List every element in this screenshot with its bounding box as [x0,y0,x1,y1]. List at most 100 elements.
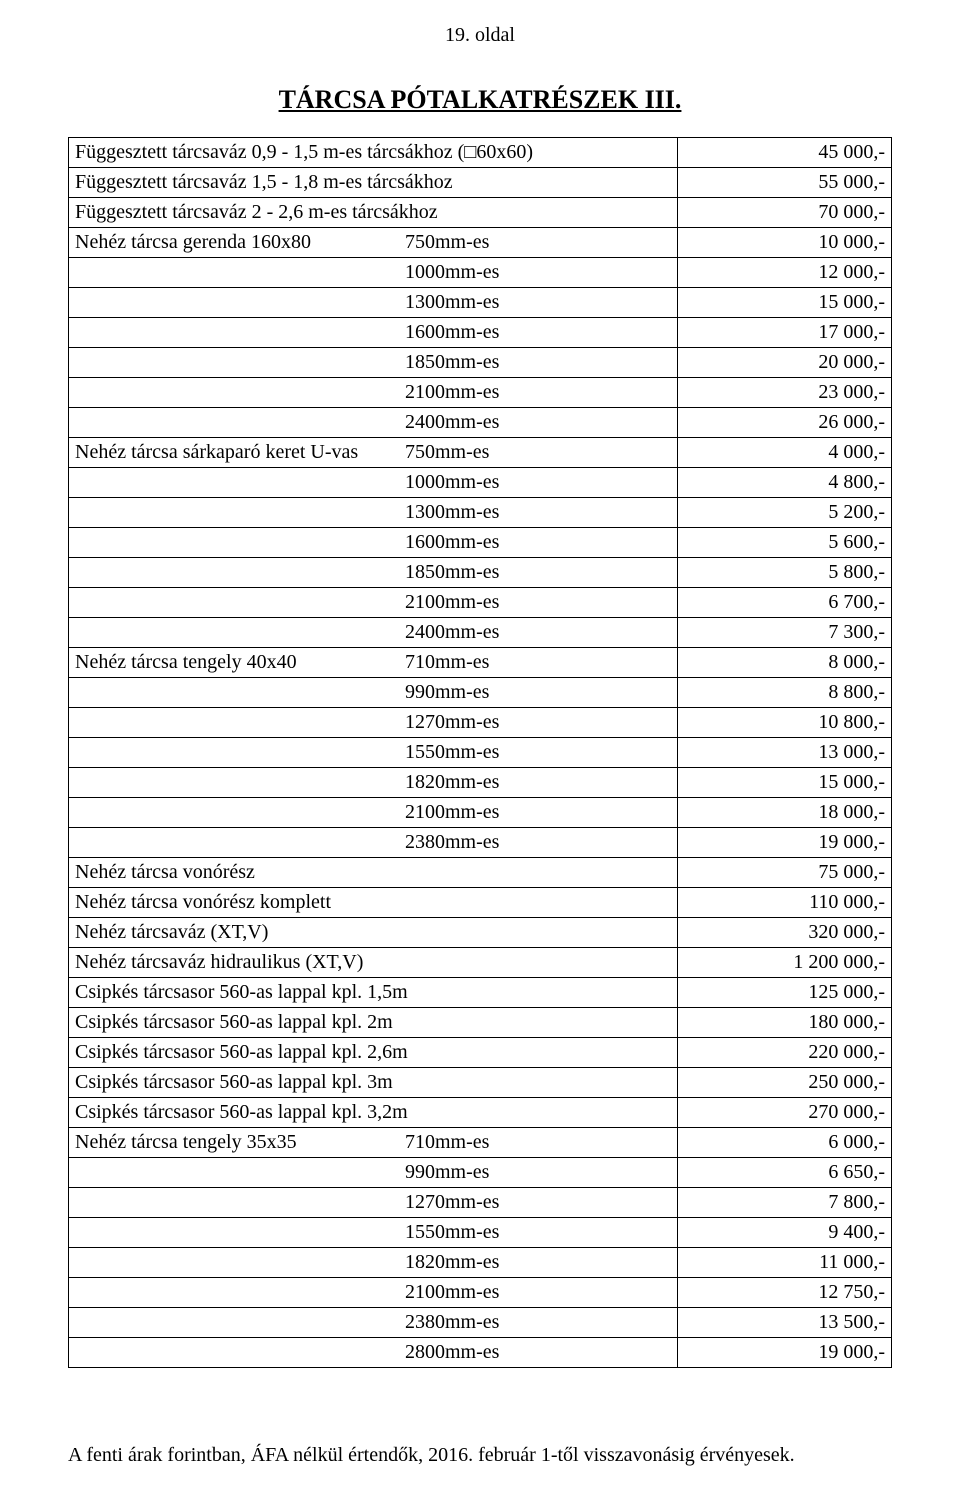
desc-cell: 2380mm-es [69,828,678,858]
desc-cell: 1820mm-es [69,768,678,798]
desc-cell: 1850mm-es [69,558,678,588]
desc-cell: Nehéz tárcsa vonórész komplett [69,888,678,918]
price-cell: 15 000,- [678,288,892,318]
price-cell: 220 000,- [678,1038,892,1068]
desc-cell: 990mm-es [69,1158,678,1188]
price-table-body: Függesztett tárcsaváz 0,9 - 1,5 m-es tár… [69,138,892,1368]
desc-spec: 1300mm-es [405,499,499,525]
desc-lead: Csipkés tárcsasor 560-as lappal kpl. 1,5… [75,979,408,1005]
price-cell: 5 800,- [678,558,892,588]
table-row: 1600mm-es 5 600,- [69,528,892,558]
desc-spec: 1550mm-es [405,739,499,765]
price-cell: 5 200,- [678,498,892,528]
desc-cell: 1270mm-es [69,1188,678,1218]
desc-cell: 2400mm-es [69,618,678,648]
table-row: Nehéz tárcsa sárkaparó keret U-vas750mm-… [69,438,892,468]
desc-spec: 1000mm-es [405,469,499,495]
table-row: 2380mm-es19 000,- [69,828,892,858]
price-cell: 17 000,- [678,318,892,348]
price-cell: 6 700,- [678,588,892,618]
table-row: Nehéz tárcsa gerenda 160x80750mm-es 10 00… [69,228,892,258]
price-cell: 19 000,- [678,828,892,858]
price-cell: 55 000,- [678,168,892,198]
table-row: 2800mm-es19 000,- [69,1338,892,1368]
desc-cell: Csipkés tárcsasor 560-as lappal kpl. 3m [69,1068,678,1098]
price-cell: 9 400,- [678,1218,892,1248]
price-cell: 20 000,- [678,348,892,378]
desc-spec: 1600mm-es [405,529,499,555]
desc-spec: 2400mm-es [405,409,499,435]
desc-cell: 2100mm-es [69,588,678,618]
desc-spec: 2100mm-es [405,799,499,825]
table-row: 1550mm-es13 000,- [69,738,892,768]
table-row: Nehéz tárcsa tengely 40x40710mm-es 8 000,… [69,648,892,678]
desc-spec: 1270mm-es [405,709,499,735]
table-row: Csipkés tárcsasor 560-as lappal kpl. 1,5… [69,978,892,1008]
table-row: Nehéz tárcsa tengely 35x35710mm-es6 000,… [69,1128,892,1158]
table-row: 1600mm-es17 000,- [69,318,892,348]
desc-lead: Nehéz tárcsa vonórész komplett [75,889,331,915]
table-row: 1300mm-es 5 200,- [69,498,892,528]
table-row: Függesztett tárcsaváz 0,9 - 1,5 m-es tár… [69,138,892,168]
table-row: 2100mm-es 12 750,- [69,1278,892,1308]
desc-cell: Csipkés tárcsasor 560-as lappal kpl. 2m [69,1008,678,1038]
table-row: Nehéz tárcsa vonórész75 000,- [69,858,892,888]
footer-note: A fenti árak forintban, ÁFA nélkül érten… [68,1444,795,1467]
price-cell: 13 500,- [678,1308,892,1338]
price-cell: 7 800,- [678,1188,892,1218]
price-cell: 250 000,- [678,1068,892,1098]
desc-lead: Nehéz tárcsa vonórész [75,859,255,885]
desc-cell: 1300mm-es [69,288,678,318]
desc-spec: 750mm-es [405,229,489,255]
price-cell: 5 600,- [678,528,892,558]
price-cell: 10 000,- [678,228,892,258]
price-cell: 8 800,- [678,678,892,708]
desc-lead: Nehéz tárcsa gerenda 160x80 [75,229,405,255]
price-cell: 12 750,- [678,1278,892,1308]
table-row: Nehéz tárcsa vonórész komplett 110 000,- [69,888,892,918]
desc-spec: 1300mm-es [405,289,499,315]
price-cell: 26 000,- [678,408,892,438]
table-row: 990mm-es 8 800,- [69,678,892,708]
desc-cell: 2800mm-es [69,1338,678,1368]
desc-spec: 2100mm-es [405,1279,499,1305]
table-row: 1000mm-es 12 000,- [69,258,892,288]
price-cell: 70 000,- [678,198,892,228]
price-cell: 12 000,- [678,258,892,288]
table-row: 1000mm-es4 800,- [69,468,892,498]
desc-spec: 2380mm-es [405,1309,499,1335]
price-cell: 23 000,- [678,378,892,408]
desc-cell: Nehéz tárcsa sárkaparó keret U-vas750mm-… [69,438,678,468]
desc-spec: 710mm-es [405,649,489,675]
desc-lead: Nehéz tárcsa tengely 40x40 [75,649,405,675]
desc-cell: Nehéz tárcsa tengely 35x35710mm-es [69,1128,678,1158]
desc-cell: 1000mm-es [69,468,678,498]
desc-cell: Függesztett tárcsaváz 2 - 2,6 m-es tárcs… [69,198,678,228]
desc-cell: 2100mm-es [69,1278,678,1308]
desc-spec: 1000mm-es [405,259,499,285]
price-table: Függesztett tárcsaváz 0,9 - 1,5 m-es tár… [68,137,892,1368]
desc-cell: Csipkés tárcsasor 560-as lappal kpl. 3,2… [69,1098,678,1128]
price-cell: 8 000,- [678,648,892,678]
desc-cell: 2100mm-es [69,798,678,828]
table-row: 2100mm-es23 000,- [69,378,892,408]
price-cell: 18 000,- [678,798,892,828]
table-row: 2100mm-es 18 000,- [69,798,892,828]
desc-lead: Függesztett tárcsaváz 0,9 - 1,5 m-es tár… [75,139,533,165]
desc-spec: 750mm-es [405,439,489,465]
table-row: Csipkés tárcsasor 560-as lappal kpl. 2m1… [69,1008,892,1038]
price-cell: 15 000,- [678,768,892,798]
price-cell: 110 000,- [678,888,892,918]
table-row: 1820mm-es 15 000,- [69,768,892,798]
desc-spec: 1820mm-es [405,769,499,795]
desc-lead: Csipkés tárcsasor 560-as lappal kpl. 2m [75,1009,393,1035]
desc-cell: 2100mm-es [69,378,678,408]
table-row: 1270mm-es7 800,- [69,1188,892,1218]
desc-cell: 2380mm-es [69,1308,678,1338]
desc-spec: 2100mm-es [405,589,499,615]
desc-lead: Függesztett tárcsaváz 2 - 2,6 m-es tárcs… [75,199,438,225]
desc-spec: 990mm-es [405,679,489,705]
price-cell: 320 000,- [678,918,892,948]
table-row: 2400mm-es 26 000,- [69,408,892,438]
table-row: Csipkés tárcsasor 560-as lappal kpl. 2,6… [69,1038,892,1068]
